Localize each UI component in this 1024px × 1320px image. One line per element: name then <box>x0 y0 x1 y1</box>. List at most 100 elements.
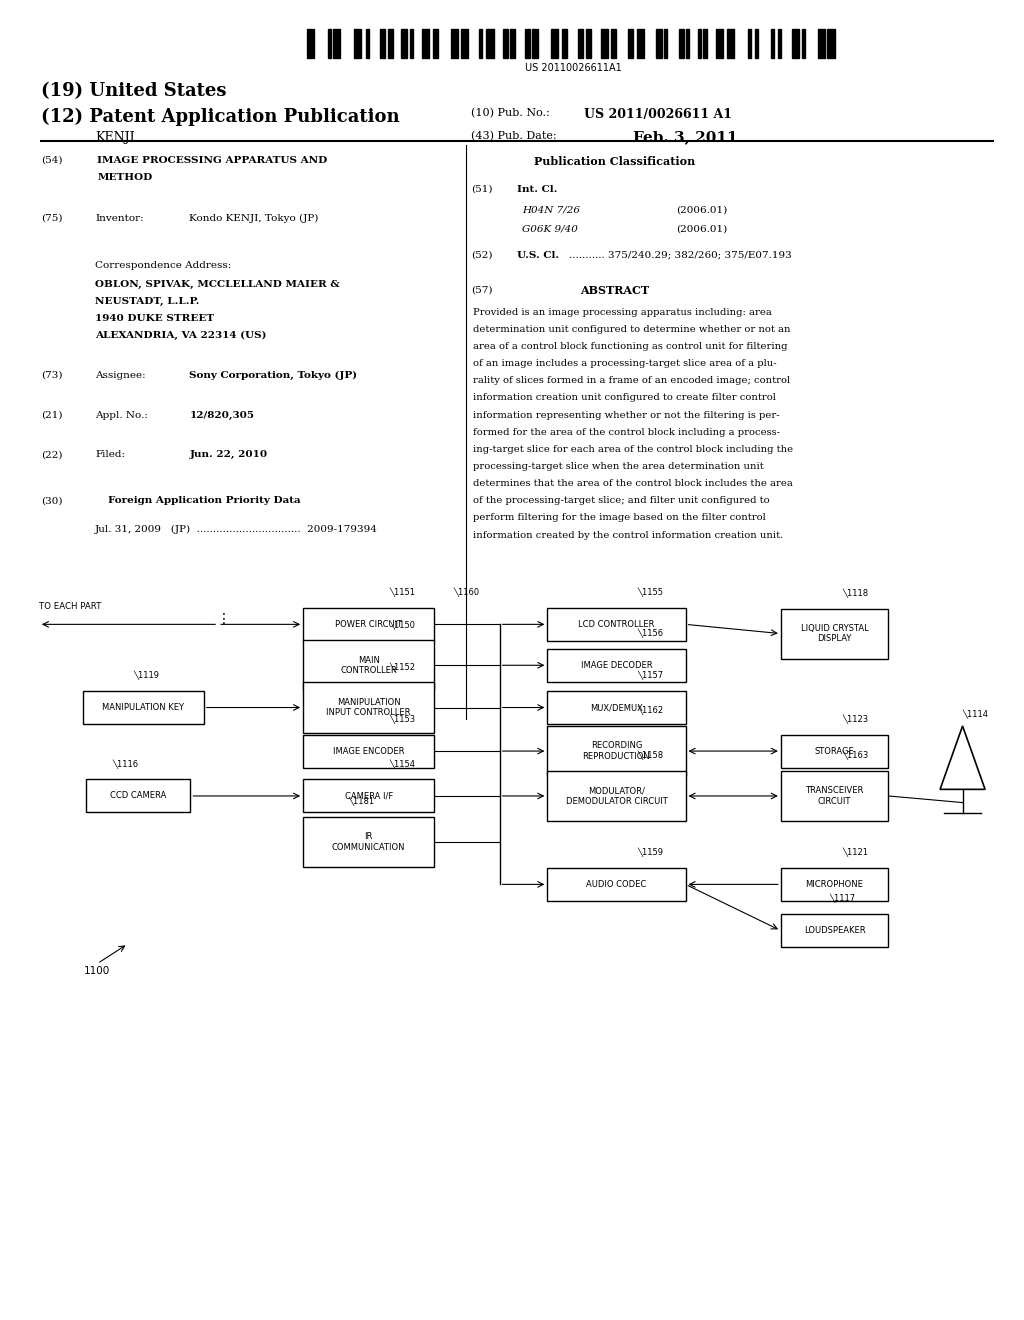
FancyBboxPatch shape <box>83 692 204 723</box>
Text: (52): (52) <box>471 251 493 260</box>
FancyBboxPatch shape <box>303 817 434 867</box>
Text: (10) Pub. No.:: (10) Pub. No.: <box>471 108 550 119</box>
FancyBboxPatch shape <box>303 640 434 690</box>
Text: US 2011/0026611 A1: US 2011/0026611 A1 <box>584 108 732 121</box>
Text: Provided is an image processing apparatus including: area: Provided is an image processing apparatu… <box>473 308 772 317</box>
Bar <box>578 29 583 58</box>
Text: LIQUID CRYSTAL
DISPLAY: LIQUID CRYSTAL DISPLAY <box>801 624 868 643</box>
Text: (73): (73) <box>41 371 62 380</box>
Text: ╲1181: ╲1181 <box>348 797 375 807</box>
Bar <box>637 29 644 58</box>
Text: MODULATOR/
DEMODULATOR CIRCUIT: MODULATOR/ DEMODULATOR CIRCUIT <box>565 787 668 805</box>
Text: (2006.01): (2006.01) <box>676 206 727 215</box>
Text: U.S. Cl.: U.S. Cl. <box>517 251 559 260</box>
Text: (22): (22) <box>41 450 62 459</box>
Bar <box>354 29 361 58</box>
FancyBboxPatch shape <box>780 609 888 659</box>
Text: MAIN
CONTROLLER: MAIN CONTROLLER <box>340 656 397 675</box>
Text: (75): (75) <box>41 214 62 223</box>
Text: US 20110026611A1: US 20110026611A1 <box>525 63 622 74</box>
FancyBboxPatch shape <box>780 913 888 948</box>
Text: formed for the area of the control block including a process-: formed for the area of the control block… <box>473 428 780 437</box>
Text: ALEXANDRIA, VA 22314 (US): ALEXANDRIA, VA 22314 (US) <box>95 331 266 341</box>
Bar <box>601 29 608 58</box>
Text: ╲1160: ╲1160 <box>454 587 480 597</box>
Text: ╲1163: ╲1163 <box>843 751 869 760</box>
Text: ╲1118: ╲1118 <box>843 589 869 598</box>
Text: Int. Cl.: Int. Cl. <box>517 185 557 194</box>
Text: NEUSTADT, L.L.P.: NEUSTADT, L.L.P. <box>95 297 200 306</box>
Bar <box>755 29 758 58</box>
Bar <box>525 29 530 58</box>
Text: area of a control block functioning as control unit for filtering: area of a control block functioning as c… <box>473 342 787 351</box>
Text: ╲1158: ╲1158 <box>637 751 664 760</box>
Text: determines that the area of the control block includes the area: determines that the area of the control … <box>473 479 793 488</box>
Text: (57): (57) <box>471 285 493 294</box>
Text: METHOD: METHOD <box>97 173 153 182</box>
Text: ╲1154: ╲1154 <box>389 759 415 768</box>
Text: ╲1155: ╲1155 <box>637 587 663 597</box>
Text: 1100: 1100 <box>84 966 111 977</box>
Text: (21): (21) <box>41 411 62 420</box>
Bar <box>366 29 369 58</box>
Text: OBLON, SPIVAK, MCCLELLAND MAIER &: OBLON, SPIVAK, MCCLELLAND MAIER & <box>95 280 340 289</box>
Text: ╲1117: ╲1117 <box>829 894 856 903</box>
Text: (2006.01): (2006.01) <box>676 224 727 234</box>
Text: ABSTRACT: ABSTRACT <box>580 285 649 296</box>
Text: Kondo KENJI, Tokyo (JP): Kondo KENJI, Tokyo (JP) <box>189 214 318 223</box>
Text: Foreign Application Priority Data: Foreign Application Priority Data <box>109 496 301 506</box>
FancyBboxPatch shape <box>547 771 686 821</box>
FancyBboxPatch shape <box>780 869 888 900</box>
Bar <box>586 29 591 58</box>
Text: perform filtering for the image based on the filter control: perform filtering for the image based on… <box>473 513 766 523</box>
Text: Correspondence Address:: Correspondence Address: <box>95 261 231 271</box>
Bar <box>664 29 667 58</box>
Bar <box>479 29 482 58</box>
Text: rality of slices formed in a frame of an encoded image; control: rality of slices formed in a frame of an… <box>473 376 791 385</box>
Text: ╲1121: ╲1121 <box>843 847 868 858</box>
Bar <box>827 29 835 58</box>
FancyBboxPatch shape <box>303 607 434 640</box>
Bar <box>818 29 825 58</box>
Text: (30): (30) <box>41 496 62 506</box>
Bar <box>551 29 558 58</box>
Text: ing-target slice for each area of the control block including the: ing-target slice for each area of the co… <box>473 445 794 454</box>
Text: TO EACH PART: TO EACH PART <box>39 602 101 611</box>
Bar <box>698 29 701 58</box>
Text: 1940 DUKE STREET: 1940 DUKE STREET <box>95 314 214 323</box>
FancyBboxPatch shape <box>547 649 686 681</box>
Bar <box>328 29 331 58</box>
Bar <box>656 29 662 58</box>
Bar <box>686 29 689 58</box>
Text: determination unit configured to determine whether or not an: determination unit configured to determi… <box>473 325 791 334</box>
Text: ╲1114: ╲1114 <box>963 710 988 719</box>
Text: CAMERA I/F: CAMERA I/F <box>344 792 393 800</box>
Bar <box>716 29 723 58</box>
Text: (54): (54) <box>41 156 62 165</box>
Text: ╲1162: ╲1162 <box>637 706 664 715</box>
FancyBboxPatch shape <box>303 779 434 812</box>
Text: ⋮: ⋮ <box>216 612 230 626</box>
Text: (43) Pub. Date:: (43) Pub. Date: <box>471 131 557 141</box>
FancyBboxPatch shape <box>547 607 686 640</box>
Bar <box>451 29 458 58</box>
Text: ╲1150: ╲1150 <box>389 620 415 630</box>
Text: IR
COMMUNICATION: IR COMMUNICATION <box>332 833 406 851</box>
Text: (12) Patent Application Publication: (12) Patent Application Publication <box>41 108 399 127</box>
Bar <box>433 29 438 58</box>
Text: CCD CAMERA: CCD CAMERA <box>111 792 166 800</box>
Bar <box>510 29 515 58</box>
Text: G06K 9/40: G06K 9/40 <box>522 224 579 234</box>
Bar <box>410 29 413 58</box>
FancyBboxPatch shape <box>86 779 190 812</box>
Bar <box>703 29 707 58</box>
Text: MANIPULATION KEY: MANIPULATION KEY <box>102 704 184 711</box>
Text: LCD CONTROLLER: LCD CONTROLLER <box>579 620 654 628</box>
FancyBboxPatch shape <box>303 734 434 768</box>
Bar <box>486 29 494 58</box>
Bar <box>333 29 340 58</box>
Text: MICROPHONE: MICROPHONE <box>806 880 863 888</box>
Text: Feb. 3, 2011: Feb. 3, 2011 <box>633 131 737 145</box>
FancyBboxPatch shape <box>303 682 434 733</box>
Bar <box>532 29 538 58</box>
